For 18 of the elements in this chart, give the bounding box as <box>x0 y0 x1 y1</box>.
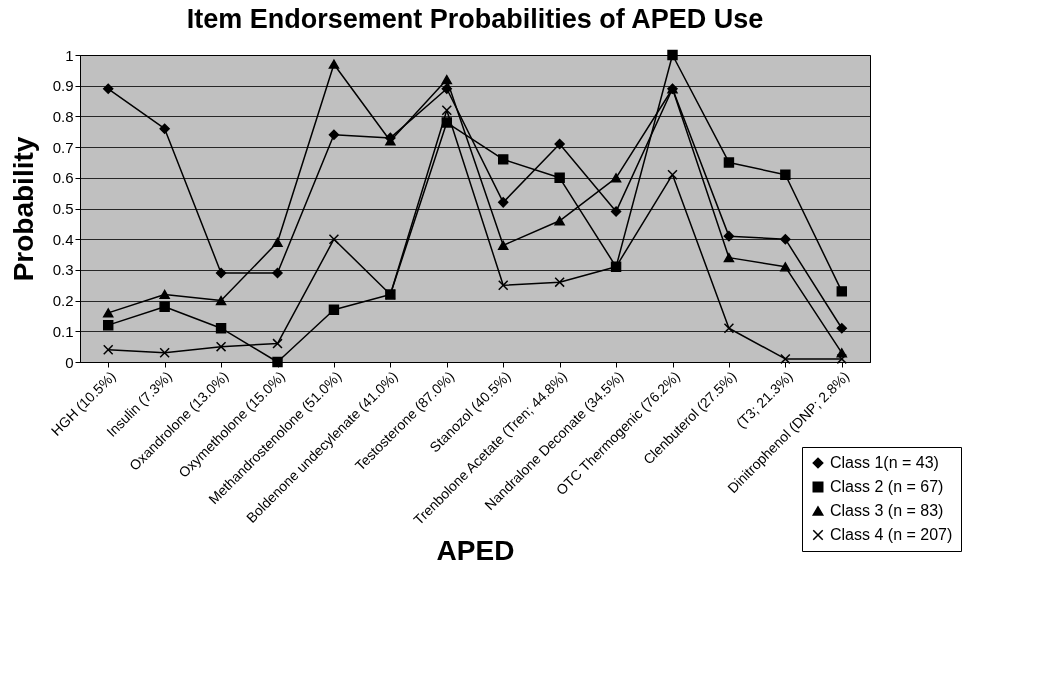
y-tick-label: 1 <box>65 46 74 64</box>
chart-title: Item Endorsement Probabilities of APED Use <box>186 3 764 34</box>
y-tick-label: 0.6 <box>52 169 74 187</box>
y-tick-label: 0.5 <box>52 200 74 217</box>
x-axis-title: APED <box>436 535 515 567</box>
legend-label: Class 3 (n = 83) <box>830 502 944 519</box>
y-tick-label: 0.7 <box>52 138 74 156</box>
y-tick-label: 0.9 <box>52 77 74 95</box>
y-tick-label: 0.3 <box>52 261 74 279</box>
y-axis-title: Probability <box>7 136 39 282</box>
y-tick-label: 0.1 <box>52 322 74 340</box>
y-tick-label: 0 <box>65 353 74 371</box>
legend-label: Class 2 (n = 67) <box>830 478 944 495</box>
legend-label: Class 4 (n = 207) <box>830 526 953 543</box>
legend-label: Class 1(n = 43) <box>830 454 939 471</box>
y-tick-label: 0.8 <box>52 107 74 125</box>
y-tick-label: 0.2 <box>52 292 74 310</box>
y-tick-label: 0.4 <box>52 230 74 248</box>
